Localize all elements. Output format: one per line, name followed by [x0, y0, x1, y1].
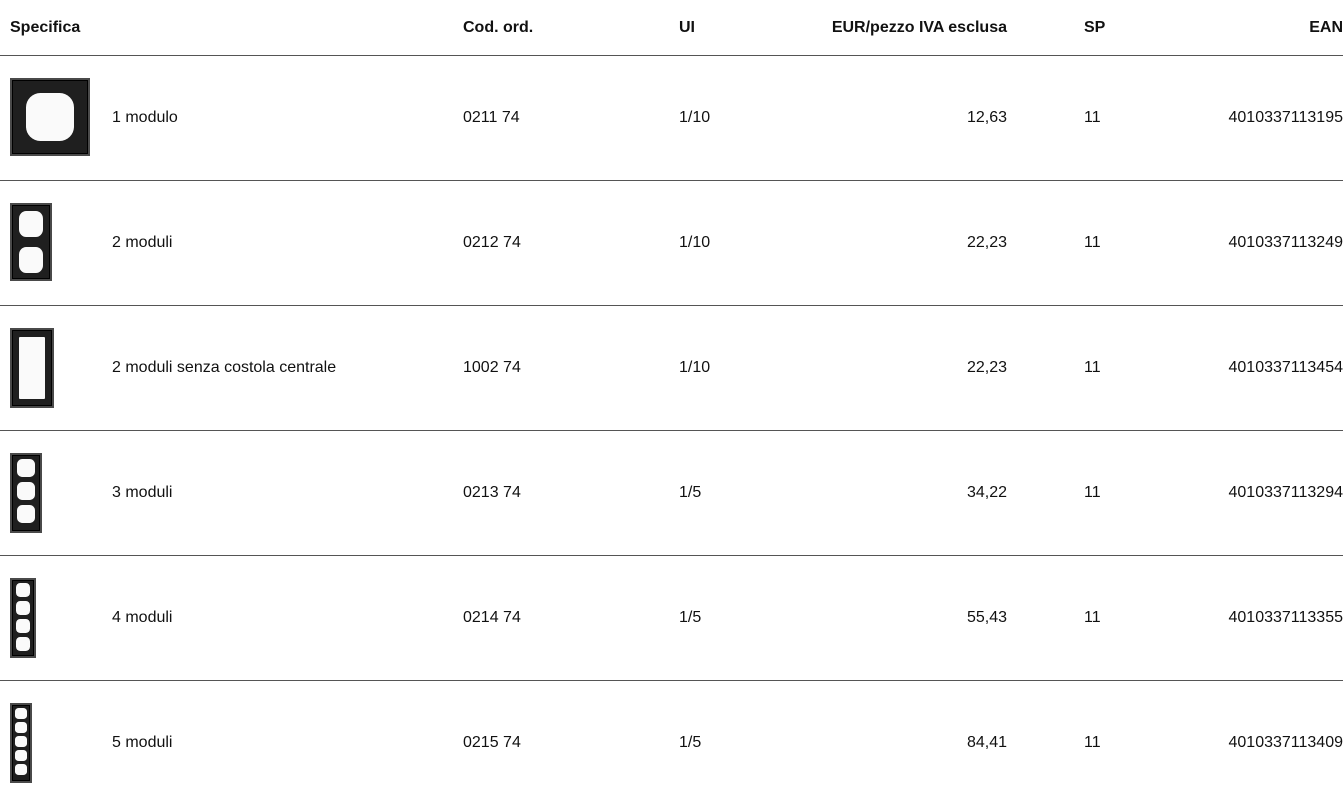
header-specifica: Specifica	[10, 19, 80, 37]
row-ean: 4010337113249	[1229, 234, 1343, 252]
row-cod: 0211 74	[463, 109, 520, 127]
row-sp: 11	[1084, 109, 1101, 127]
row-eur: 22,23	[967, 234, 1007, 252]
row-ean: 4010337113409	[1229, 734, 1343, 752]
header-ean: EAN	[1309, 19, 1343, 37]
row-ean: 4010337113195	[1229, 109, 1343, 127]
header-ui: UI	[679, 19, 695, 37]
header-cod-ord: Cod. ord.	[463, 19, 533, 37]
row-desc: 1 modulo	[112, 109, 178, 127]
row-ean: 4010337113294	[1229, 484, 1343, 502]
table-row: 2 moduli senza costola centrale 1002 74 …	[0, 306, 1343, 431]
row-ui: 1/5	[679, 484, 701, 502]
row-desc: 3 moduli	[112, 484, 172, 502]
table-row: 2 moduli 0212 74 1/10 22,23 11 401033711…	[0, 181, 1343, 306]
row-desc: 2 moduli	[112, 234, 172, 252]
row-desc: 4 moduli	[112, 609, 172, 627]
frame-3-modules-icon	[10, 453, 42, 533]
row-sp: 11	[1084, 234, 1101, 252]
table-row: 1 modulo 0211 74 1/10 12,63 11 401033711…	[0, 56, 1343, 181]
row-ui: 1/10	[679, 359, 710, 377]
row-sp: 11	[1084, 734, 1101, 752]
row-eur: 12,63	[967, 109, 1007, 127]
row-eur: 84,41	[967, 734, 1007, 752]
row-ui: 1/5	[679, 609, 701, 627]
row-desc: 5 moduli	[112, 734, 172, 752]
row-cod: 1002 74	[463, 359, 521, 377]
row-cod: 0212 74	[463, 234, 521, 252]
row-ean: 4010337113355	[1229, 609, 1343, 627]
header-eur: EUR/pezzo IVA esclusa	[832, 19, 1007, 37]
header-sp: SP	[1084, 19, 1105, 37]
row-ui: 1/10	[679, 234, 710, 252]
row-sp: 11	[1084, 484, 1101, 502]
row-ui: 1/5	[679, 734, 701, 752]
row-eur: 55,43	[967, 609, 1007, 627]
row-desc: 2 moduli senza costola centrale	[112, 359, 336, 377]
row-ean: 4010337113454	[1229, 359, 1343, 377]
row-cod: 0215 74	[463, 734, 521, 752]
row-sp: 11	[1084, 609, 1101, 627]
row-sp: 11	[1084, 359, 1101, 377]
row-ui: 1/10	[679, 109, 710, 127]
row-eur: 22,23	[967, 359, 1007, 377]
table-header: Specifica Cod. ord. UI EUR/pezzo IVA esc…	[0, 0, 1343, 56]
frame-2-modules-icon	[10, 203, 52, 281]
frame-2-modules-no-rib-icon	[10, 328, 54, 408]
frame-1-module-icon	[10, 78, 90, 156]
frame-5-modules-icon	[10, 703, 32, 783]
table-row: 3 moduli 0213 74 1/5 34,22 11 4010337113…	[0, 431, 1343, 556]
table-row: 4 moduli 0214 74 1/5 55,43 11 4010337113…	[0, 556, 1343, 681]
row-cod: 0213 74	[463, 484, 521, 502]
frame-4-modules-icon	[10, 578, 36, 658]
table-row: 5 moduli 0215 74 1/5 84,41 11 4010337113…	[0, 681, 1343, 805]
row-cod: 0214 74	[463, 609, 521, 627]
row-eur: 34,22	[967, 484, 1007, 502]
